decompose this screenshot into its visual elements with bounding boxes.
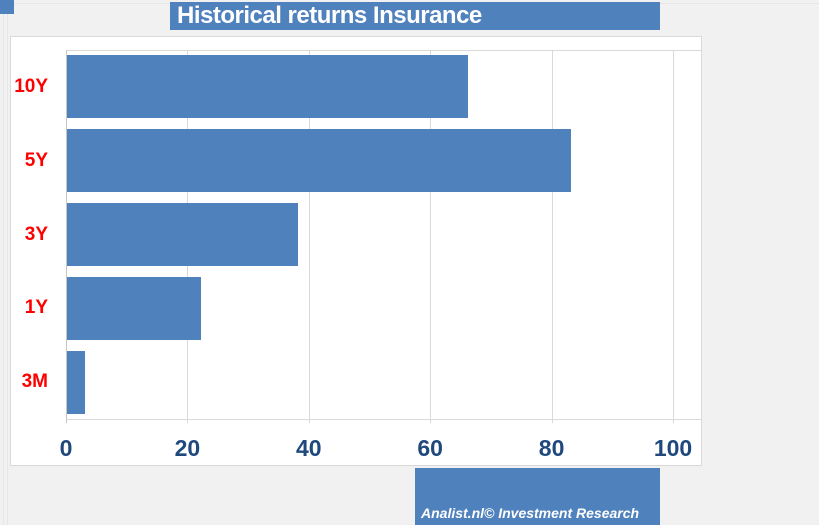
x-gridline-80	[551, 50, 553, 423]
bar-5Y	[67, 129, 571, 193]
x-tick-label-0: 0	[59, 435, 73, 461]
y-axis-line	[66, 50, 67, 423]
bar-3M	[67, 350, 86, 414]
x-axis-baseline	[66, 419, 701, 420]
category-label-3Y: 3Y	[24, 223, 48, 245]
chart-title: Historical returns Insurance	[177, 2, 482, 29]
credit-text: Analist.nl© Investment Research	[421, 505, 640, 521]
x-tick-label-20: 20	[174, 435, 201, 461]
category-label-1Y: 1Y	[24, 297, 48, 319]
x-gridline-60	[430, 50, 432, 423]
background-gridline-vertical	[7, 0, 8, 525]
category-label-5Y: 5Y	[24, 149, 48, 171]
x-gridline-100	[673, 50, 674, 423]
plot-area: 10Y 5Y 3Y 1Y 3M 0 20 40 60 80 100	[11, 37, 701, 465]
credit-banner: Analist.nl© Investment Research	[415, 468, 660, 525]
x-tick-label-60: 60	[417, 435, 443, 461]
background-gridline-vertical	[3, 0, 4, 525]
x-tick-label-100: 100	[653, 435, 693, 461]
bar-1Y	[67, 276, 201, 340]
x-tick-label-40: 40	[296, 435, 322, 461]
category-label-10Y: 10Y	[14, 75, 48, 97]
plot-top-border	[66, 50, 701, 51]
chart-panel: 10Y 5Y 3Y 1Y 3M 0 20 40 60 80 100	[10, 36, 702, 466]
category-label-3M: 3M	[21, 371, 48, 393]
chart-title-banner: Historical returns Insurance	[170, 2, 660, 30]
corner-accent-square	[0, 0, 14, 14]
x-tick-label-80: 80	[538, 435, 565, 461]
bar-10Y	[67, 55, 468, 119]
bar-3Y	[67, 203, 298, 266]
x-gridline-40	[308, 50, 310, 423]
